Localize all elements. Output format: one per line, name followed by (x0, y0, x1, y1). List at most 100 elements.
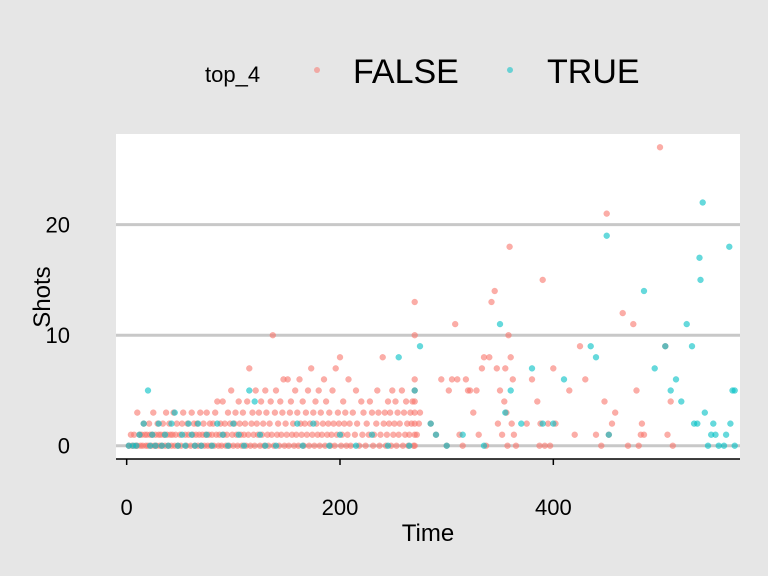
point-true (427, 420, 434, 427)
point-false (376, 442, 383, 449)
point-true (140, 420, 147, 427)
point-false (582, 376, 589, 383)
point-false (608, 420, 616, 427)
point-true (731, 387, 738, 394)
point-false (363, 420, 370, 427)
point-false (394, 409, 401, 416)
point-false (528, 376, 536, 383)
point-true (395, 354, 402, 361)
point-true (336, 431, 344, 438)
point-true (384, 442, 392, 449)
point-true (149, 431, 156, 438)
point-false (592, 431, 600, 438)
point-true (246, 387, 253, 394)
point-true (208, 442, 216, 449)
point-false (331, 442, 338, 449)
point-true (722, 431, 730, 438)
point-false (505, 331, 512, 339)
point-true (326, 442, 333, 449)
point-false (411, 376, 418, 383)
point-false (310, 409, 317, 416)
point-false (286, 409, 294, 416)
point-true (174, 442, 182, 449)
point-true (592, 354, 600, 361)
point-false (493, 365, 501, 372)
point-false (438, 376, 445, 383)
point-false (399, 442, 407, 449)
point-true (165, 442, 172, 449)
point-true (416, 342, 424, 350)
point-false (445, 387, 453, 394)
point-false (282, 420, 289, 427)
point-false (502, 365, 509, 372)
point-true (443, 442, 450, 449)
point-false (278, 431, 285, 438)
point-true (603, 232, 610, 239)
point-false (413, 431, 421, 438)
point-false (203, 409, 210, 416)
y-axis-ticks: 0 10 20 (46, 213, 70, 459)
point-false (235, 398, 242, 405)
point-false (358, 398, 365, 405)
point-true (587, 342, 594, 350)
point-false (353, 420, 361, 427)
point-false (478, 365, 486, 372)
point-false (369, 442, 377, 449)
point-true (507, 387, 514, 394)
point-false (392, 398, 399, 405)
point-false (239, 409, 247, 416)
point-true (368, 431, 376, 438)
point-false (299, 398, 306, 405)
legend: top_4 FALSE TRUE (205, 53, 640, 91)
point-true (683, 320, 690, 328)
point-false (509, 376, 517, 383)
point-true (144, 387, 152, 394)
point-true (256, 431, 264, 438)
point-false (268, 431, 275, 438)
point-false (326, 409, 333, 416)
point-true (727, 420, 734, 427)
point-false (510, 431, 518, 438)
point-true (712, 431, 719, 438)
point-false (150, 409, 157, 416)
point-false (504, 442, 511, 449)
point-false (368, 409, 376, 416)
legend-label-true: TRUE (547, 53, 640, 91)
point-true (518, 420, 525, 427)
point-false (624, 442, 632, 449)
point-false (219, 398, 226, 405)
point-false (459, 442, 466, 449)
point-false (344, 431, 351, 438)
point-false (266, 420, 273, 427)
point-false (396, 420, 403, 427)
point-false (512, 442, 520, 449)
point-false (257, 398, 265, 405)
point-true (294, 420, 301, 427)
point-false (162, 409, 170, 416)
point-true (262, 442, 269, 449)
point-false (188, 409, 195, 416)
point-true (299, 442, 306, 449)
point-true (662, 342, 669, 350)
point-true (672, 376, 680, 383)
point-false (656, 144, 664, 151)
x-axis-ticks: 0 200 400 (121, 459, 572, 520)
point-true (155, 420, 162, 427)
y-tick-label: 10 (46, 323, 70, 348)
point-true (219, 431, 226, 438)
point-false (179, 409, 187, 416)
point-false (383, 431, 391, 438)
point-false (395, 431, 402, 438)
point-true (696, 254, 703, 262)
point-true (214, 420, 221, 427)
plot-panel (116, 134, 740, 459)
point-false (374, 387, 381, 394)
point-true (203, 431, 210, 438)
point-false (400, 409, 408, 416)
point-false (384, 398, 392, 405)
point-true (667, 387, 674, 394)
point-false (494, 420, 502, 427)
point-false (415, 420, 423, 427)
point-false (380, 420, 387, 427)
